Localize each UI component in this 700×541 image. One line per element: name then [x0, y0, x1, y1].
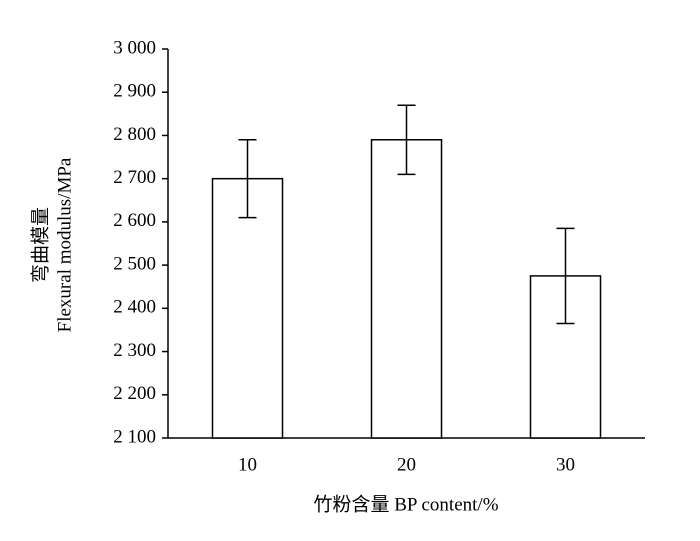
y-tick-label: 3 000	[113, 37, 156, 58]
x-axis-label: 竹粉含量 BP content/%	[313, 493, 498, 515]
y-tick-label: 2 200	[113, 383, 156, 404]
y-tick-label: 2 400	[113, 297, 156, 318]
y-tick-label: 2 900	[113, 81, 156, 102]
y-tick-label: 2 600	[113, 210, 156, 231]
y-axis-label: 弯曲模量	[29, 207, 51, 283]
y-axis-label: Flexural modulus/MPa	[54, 157, 75, 332]
y-tick-label: 2 500	[113, 253, 156, 274]
x-tick-label: 30	[556, 454, 575, 475]
y-tick-label: 2 100	[113, 426, 156, 447]
y-tick-label: 2 700	[113, 167, 156, 188]
bar	[370, 139, 443, 439]
y-tick-label: 2 800	[113, 124, 156, 145]
bar	[211, 177, 284, 439]
x-tick-label: 20	[397, 454, 416, 475]
y-tick-label: 2 300	[113, 340, 156, 361]
x-tick-label: 10	[238, 454, 257, 475]
